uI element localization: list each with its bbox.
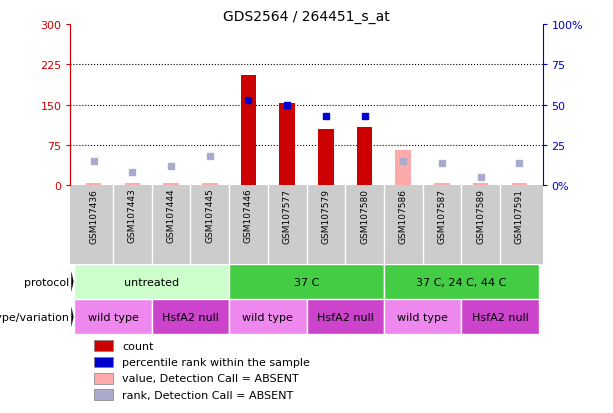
Bar <box>202 183 218 186</box>
Text: percentile rank within the sample: percentile rank within the sample <box>123 357 310 367</box>
Text: rank, Detection Call = ABSENT: rank, Detection Call = ABSENT <box>123 390 294 400</box>
Text: protocol: protocol <box>25 277 70 287</box>
Bar <box>86 183 101 186</box>
Bar <box>74 264 229 299</box>
Bar <box>280 104 295 186</box>
Text: GSM107445: GSM107445 <box>205 188 215 243</box>
Text: count: count <box>123 341 154 351</box>
Bar <box>152 299 229 335</box>
Text: wild type: wild type <box>397 312 448 322</box>
Bar <box>512 183 527 186</box>
Text: GSM107587: GSM107587 <box>438 188 446 243</box>
Text: value, Detection Call = ABSENT: value, Detection Call = ABSENT <box>123 373 299 383</box>
Text: genotype/variation: genotype/variation <box>0 312 70 322</box>
Text: GSM107589: GSM107589 <box>476 188 485 243</box>
Bar <box>384 299 461 335</box>
Bar <box>384 264 539 299</box>
Bar <box>434 183 450 186</box>
Text: HsfA2 null: HsfA2 null <box>162 312 219 322</box>
Bar <box>395 151 411 186</box>
Bar <box>94 389 113 400</box>
Title: GDS2564 / 264451_s_at: GDS2564 / 264451_s_at <box>223 10 390 24</box>
Bar <box>163 183 179 186</box>
Bar <box>124 183 140 186</box>
Bar <box>357 128 372 186</box>
Bar <box>94 340 113 351</box>
Text: GSM107436: GSM107436 <box>89 188 98 243</box>
Text: GSM107580: GSM107580 <box>360 188 369 243</box>
Text: GSM107446: GSM107446 <box>244 188 253 243</box>
Text: untreated: untreated <box>124 277 180 287</box>
Bar <box>229 299 306 335</box>
Bar <box>94 357 113 367</box>
Text: GSM107444: GSM107444 <box>167 188 175 243</box>
Text: 37 C, 24 C, 44 C: 37 C, 24 C, 44 C <box>416 277 506 287</box>
Bar <box>94 373 113 384</box>
Polygon shape <box>71 306 74 328</box>
Text: GSM107443: GSM107443 <box>128 188 137 243</box>
Bar <box>241 76 256 186</box>
Bar <box>473 183 489 186</box>
Bar <box>74 299 152 335</box>
Text: GSM107586: GSM107586 <box>398 188 408 243</box>
Bar <box>461 299 539 335</box>
Text: HsfA2 null: HsfA2 null <box>471 312 528 322</box>
Text: wild type: wild type <box>242 312 293 322</box>
Bar <box>318 130 333 186</box>
Text: GSM107579: GSM107579 <box>321 188 330 243</box>
Text: GSM107591: GSM107591 <box>515 188 524 243</box>
Text: GSM107577: GSM107577 <box>283 188 292 243</box>
Text: 37 C: 37 C <box>294 277 319 287</box>
Bar <box>306 299 384 335</box>
Polygon shape <box>71 271 74 292</box>
Bar <box>229 264 384 299</box>
Text: wild type: wild type <box>88 312 139 322</box>
Text: HsfA2 null: HsfA2 null <box>317 312 374 322</box>
